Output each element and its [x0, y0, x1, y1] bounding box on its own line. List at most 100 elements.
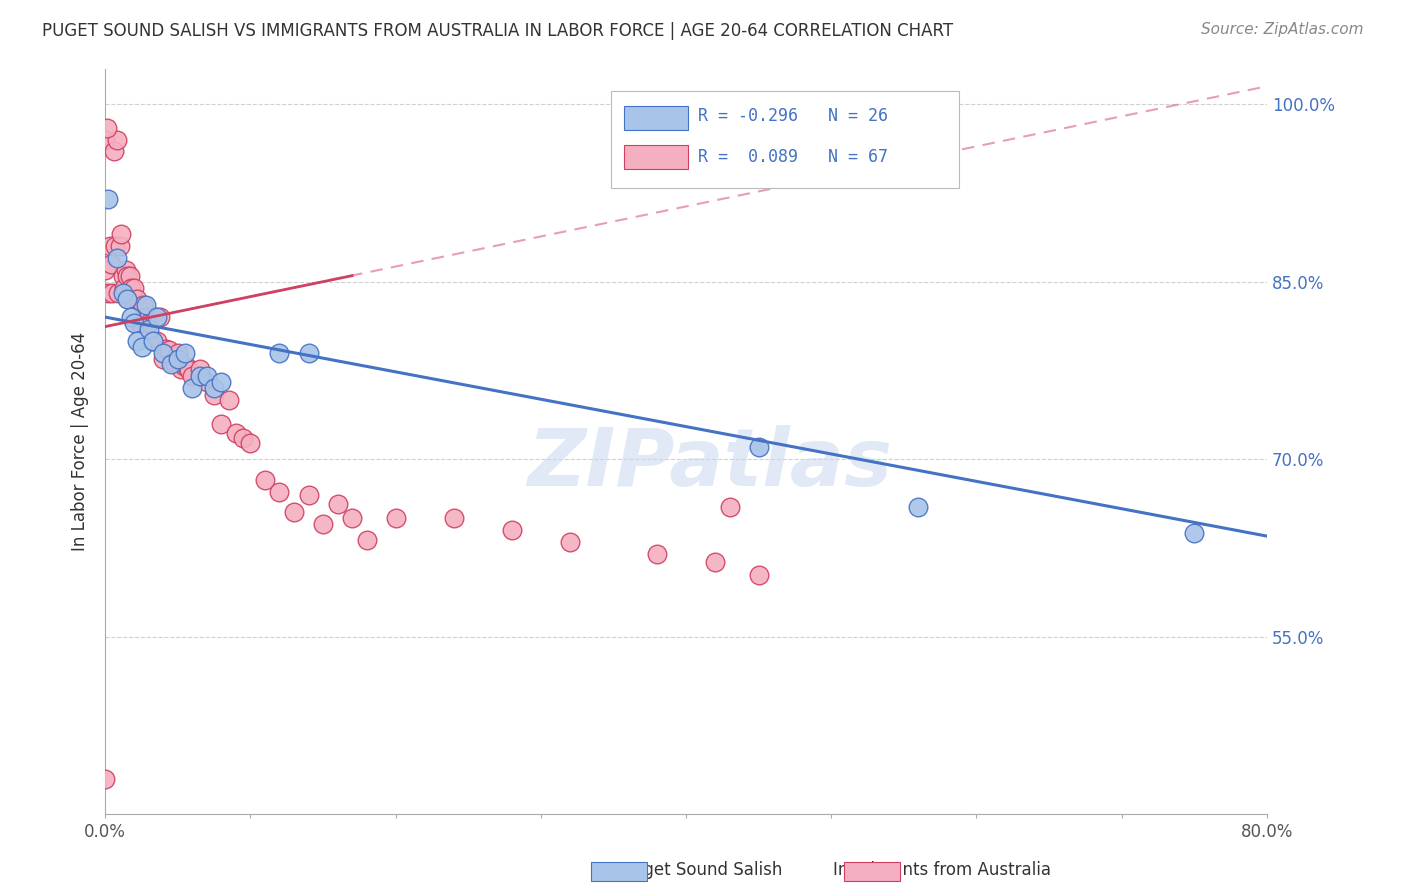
- Point: [384, 511, 406, 525]
- Text: Puget Sound Salish: Puget Sound Salish: [623, 861, 783, 879]
- Text: Source: ZipAtlas.com: Source: ZipAtlas.com: [1201, 22, 1364, 37]
- Point: [157, 343, 180, 358]
- Point: [195, 375, 218, 389]
- Point: [170, 362, 193, 376]
- Point: [356, 533, 378, 547]
- Point: [718, 500, 741, 514]
- Point: [1182, 525, 1205, 540]
- Point: [96, 120, 118, 135]
- Point: [112, 280, 135, 294]
- Point: [141, 334, 163, 348]
- Point: [138, 316, 160, 330]
- Point: [97, 286, 120, 301]
- Point: [225, 426, 247, 441]
- Point: [135, 298, 157, 312]
- Point: [232, 431, 254, 445]
- Point: [159, 358, 181, 372]
- FancyBboxPatch shape: [610, 91, 959, 188]
- Point: [239, 435, 262, 450]
- Point: [166, 351, 188, 366]
- Point: [122, 280, 145, 294]
- Point: [121, 293, 143, 307]
- Point: [166, 345, 188, 359]
- Point: [103, 145, 125, 159]
- Point: [146, 334, 169, 348]
- Point: [297, 488, 319, 502]
- Point: [138, 322, 160, 336]
- Point: [108, 239, 131, 253]
- Text: R =  0.089   N = 67: R = 0.089 N = 67: [697, 147, 887, 166]
- Point: [179, 363, 201, 377]
- Point: [907, 500, 929, 514]
- Point: [501, 523, 523, 537]
- Point: [748, 568, 770, 582]
- Point: [132, 298, 155, 312]
- Point: [253, 474, 276, 488]
- Point: [269, 485, 291, 500]
- Text: R = -0.296   N = 26: R = -0.296 N = 26: [697, 107, 887, 125]
- Point: [748, 440, 770, 454]
- Point: [152, 345, 174, 359]
- Point: [181, 381, 204, 395]
- Point: [704, 555, 727, 569]
- FancyBboxPatch shape: [624, 145, 689, 169]
- Point: [117, 293, 139, 307]
- Point: [188, 369, 211, 384]
- Point: [143, 310, 166, 325]
- Point: [127, 334, 149, 348]
- Point: [118, 268, 141, 283]
- Point: [163, 356, 186, 370]
- Point: [107, 286, 129, 301]
- Point: [105, 132, 128, 146]
- Point: [160, 355, 183, 369]
- Point: [202, 388, 225, 402]
- FancyBboxPatch shape: [624, 106, 689, 129]
- Point: [209, 375, 232, 389]
- Point: [312, 517, 335, 532]
- Point: [195, 369, 218, 384]
- Point: [297, 345, 319, 359]
- Point: [115, 268, 138, 283]
- Point: [120, 280, 142, 294]
- Point: [98, 239, 121, 253]
- Point: [129, 316, 152, 330]
- Point: [174, 345, 197, 359]
- Point: [558, 535, 581, 549]
- Text: PUGET SOUND SALISH VS IMMIGRANTS FROM AUSTRALIA IN LABOR FORCE | AGE 20-64 CORRE: PUGET SOUND SALISH VS IMMIGRANTS FROM AU…: [42, 22, 953, 40]
- Point: [152, 351, 174, 366]
- Point: [131, 340, 153, 354]
- Point: [114, 262, 136, 277]
- Point: [209, 417, 232, 431]
- Point: [269, 345, 291, 359]
- Point: [340, 511, 363, 525]
- Point: [111, 286, 134, 301]
- Point: [94, 132, 117, 146]
- Point: [181, 369, 204, 384]
- Point: [202, 381, 225, 395]
- Y-axis label: In Labor Force | Age 20-64: In Labor Force | Age 20-64: [72, 332, 89, 551]
- Point: [110, 227, 132, 242]
- Point: [97, 192, 120, 206]
- Point: [100, 257, 122, 271]
- Point: [94, 772, 117, 786]
- Point: [149, 310, 172, 325]
- Point: [283, 505, 305, 519]
- Point: [218, 392, 240, 407]
- Point: [155, 342, 177, 356]
- Point: [142, 334, 165, 348]
- Point: [326, 497, 349, 511]
- Point: [101, 286, 124, 301]
- Point: [104, 239, 127, 253]
- Point: [105, 251, 128, 265]
- Point: [146, 310, 169, 325]
- Point: [127, 293, 149, 307]
- Point: [176, 359, 198, 374]
- Point: [188, 362, 211, 376]
- Text: ZIPatlas: ZIPatlas: [527, 425, 891, 503]
- Point: [122, 316, 145, 330]
- Point: [135, 310, 157, 325]
- Point: [111, 268, 134, 283]
- Text: Immigrants from Australia: Immigrants from Australia: [832, 861, 1052, 879]
- Point: [115, 293, 138, 307]
- Point: [173, 359, 195, 373]
